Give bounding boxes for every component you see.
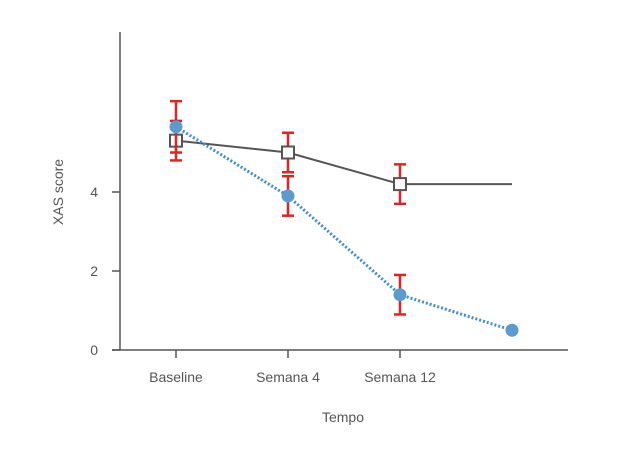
chart-axes: 0 2 4 Baseline Semana 4 Semana 12 bbox=[90, 32, 568, 385]
chart-series bbox=[169, 99, 519, 337]
square-marker bbox=[393, 177, 407, 192]
y-tick-label: 4 bbox=[90, 184, 98, 200]
y-tick-label: 0 bbox=[90, 342, 98, 358]
circle-marker bbox=[393, 288, 407, 302]
x-tick-label: Semana 12 bbox=[364, 369, 436, 385]
circle-marker bbox=[505, 323, 519, 337]
x-axis-title: Tempo bbox=[322, 409, 364, 425]
series-blue bbox=[169, 99, 519, 337]
circle-marker bbox=[169, 120, 183, 134]
chart-labels: XAS score Tempo bbox=[50, 159, 364, 425]
x-tick-label: Baseline bbox=[149, 369, 203, 385]
series-line bbox=[175, 125, 513, 332]
square-marker bbox=[281, 145, 295, 160]
series-gray bbox=[169, 119, 512, 206]
y-tick-label: 2 bbox=[90, 263, 98, 279]
series-line bbox=[175, 139, 512, 186]
y-axis-title: XAS score bbox=[50, 159, 66, 225]
x-tick-label: Semana 4 bbox=[256, 369, 320, 385]
circle-marker bbox=[281, 189, 295, 203]
